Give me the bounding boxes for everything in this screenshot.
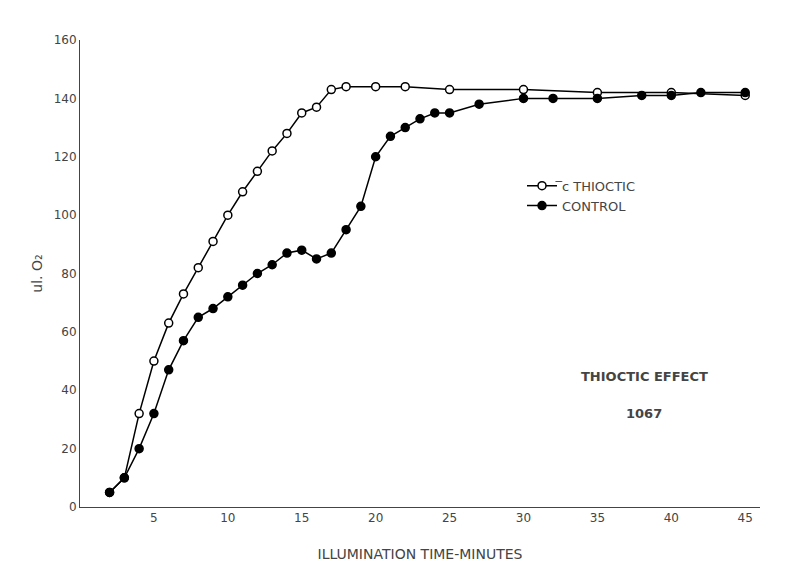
svg-text:20: 20 <box>61 442 76 456</box>
svg-text:120: 120 <box>54 150 77 164</box>
svg-text:80: 80 <box>61 267 76 281</box>
svg-text:5: 5 <box>150 511 158 525</box>
svg-text:THIOCTIC EFFECT: THIOCTIC EFFECT <box>581 369 708 384</box>
svg-text:ul. O₂: ul. O₂ <box>29 254 45 292</box>
svg-text:ILLUMINATION TIME-MINUTES: ILLUMINATION TIME-MINUTES <box>318 546 523 562</box>
svg-text:̅c THIOCTIC: ̅c THIOCTIC <box>555 179 635 194</box>
svg-text:40: 40 <box>61 383 76 397</box>
svg-text:160: 160 <box>54 33 77 47</box>
svg-text:CONTROL: CONTROL <box>562 199 626 214</box>
svg-text:45: 45 <box>738 511 753 525</box>
svg-text:100: 100 <box>54 208 77 222</box>
svg-text:10: 10 <box>220 511 235 525</box>
svg-text:40: 40 <box>664 511 679 525</box>
svg-text:0: 0 <box>69 500 77 514</box>
svg-text:25: 25 <box>442 511 457 525</box>
svg-text:20: 20 <box>368 511 383 525</box>
svg-text:1067: 1067 <box>626 406 662 421</box>
svg-text:15: 15 <box>294 511 309 525</box>
svg-text:60: 60 <box>61 325 76 339</box>
svg-text:35: 35 <box>590 511 605 525</box>
svg-text:30: 30 <box>516 511 531 525</box>
svg-text:140: 140 <box>54 92 77 106</box>
